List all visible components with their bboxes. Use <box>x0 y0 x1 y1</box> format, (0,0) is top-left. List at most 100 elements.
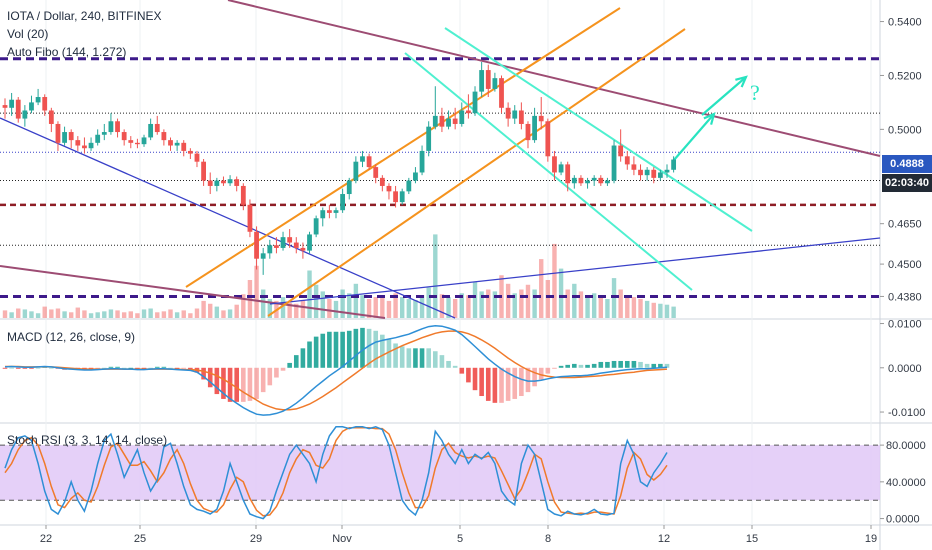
macd-pane <box>2 325 670 416</box>
macd-histogram-bar <box>651 363 657 368</box>
candle-body <box>366 156 372 168</box>
volume-bar <box>267 299 272 318</box>
volume-bar <box>380 298 385 318</box>
macd-histogram-bar <box>174 367 180 369</box>
macd-histogram-bar <box>525 367 531 393</box>
candle-body <box>598 177 604 184</box>
candle-body <box>638 169 643 176</box>
price-badge: 0.4888 <box>882 155 932 173</box>
macd-histogram-bar <box>260 367 266 393</box>
candle-body <box>333 210 339 213</box>
candle-body <box>538 115 544 122</box>
volume-bar <box>121 312 127 318</box>
macd-histogram-bar <box>591 363 597 368</box>
macd-histogram-bar <box>29 367 34 369</box>
volume-bar <box>347 293 352 318</box>
macd-histogram-bar <box>247 367 253 401</box>
macd-histogram-bar <box>585 364 590 368</box>
volume-bar <box>452 299 458 318</box>
candle-body <box>15 99 21 119</box>
volume-bar <box>439 294 445 318</box>
macd-histogram-bar <box>459 367 465 374</box>
volume-bar <box>300 299 306 318</box>
macd-histogram-bar <box>293 355 299 368</box>
forecast-question-mark: ? <box>750 80 760 105</box>
macd-histogram-bar <box>578 364 584 368</box>
macd-histogram-bar <box>300 348 306 368</box>
macd-histogram-bar <box>274 367 279 378</box>
volume-bar <box>625 295 630 318</box>
candle-body <box>42 97 48 111</box>
candle-body <box>108 121 114 133</box>
volume-bar <box>260 289 266 318</box>
candle-body <box>399 191 405 203</box>
macd-tick-label: 0.0000 <box>888 363 922 375</box>
candle-body <box>35 97 41 103</box>
volume-bar <box>413 299 418 318</box>
rsi-tick-label: 40.0000 <box>886 477 926 489</box>
volume-bar <box>605 299 610 318</box>
candlesticks[interactable] <box>2 61 677 275</box>
time-tick-label: 22 <box>40 533 52 545</box>
stoch-rsi-pane <box>4 426 668 520</box>
channel-cyan-lower <box>404 52 693 291</box>
macd-histogram-bar <box>605 361 610 368</box>
volume-bar <box>472 281 478 318</box>
time-tick-label: 12 <box>658 533 670 545</box>
candle-body <box>624 156 630 165</box>
price-tick-label: 0.4500 <box>888 259 922 271</box>
candle-body <box>82 145 87 149</box>
volume-bar <box>631 297 637 318</box>
candle-body <box>505 107 511 119</box>
volume-bar <box>373 297 378 318</box>
volume-bar <box>552 243 557 318</box>
volume-bars <box>2 234 676 318</box>
candle-body <box>499 78 504 108</box>
time-tick-label: 19 <box>865 533 877 545</box>
volume-bar <box>585 295 590 318</box>
candle-body <box>664 169 670 173</box>
trendline-resistance <box>227 0 881 157</box>
time-tick-label: 25 <box>134 533 146 545</box>
macd-histogram-bar <box>446 360 451 368</box>
candle-body <box>426 126 432 151</box>
macd-histogram-bar <box>320 333 326 368</box>
volume-bar <box>433 234 438 318</box>
candle-body <box>558 164 564 173</box>
candle-body <box>631 164 637 170</box>
volume-bar <box>466 295 471 318</box>
macd-histogram-bar <box>221 367 226 399</box>
macd-histogram-bar <box>188 367 193 370</box>
macd-histogram-bar <box>485 367 491 401</box>
candle-body <box>95 134 101 143</box>
volume-bar <box>241 294 246 318</box>
candle-body <box>9 99 15 108</box>
macd-histogram-bar <box>565 364 570 368</box>
trendline-lower <box>0 265 386 319</box>
volume-bar <box>340 289 345 318</box>
candle-body <box>571 177 577 184</box>
candle-body <box>671 159 677 170</box>
volume-bar <box>313 284 319 318</box>
volume-bar <box>148 308 153 318</box>
volume-bar <box>155 312 160 318</box>
rsi-tick-label: 80.0000 <box>886 440 926 452</box>
macd-histogram-bar <box>611 360 617 368</box>
volume-bar <box>115 310 120 318</box>
volume-bar <box>459 293 464 318</box>
volume-bar <box>565 289 570 318</box>
time-tick-label: Nov <box>332 533 352 545</box>
macd-tick-label: -0.0100 <box>888 407 925 419</box>
volume-bar <box>353 283 359 318</box>
macd-histogram-bar <box>280 367 286 371</box>
volume-bar <box>572 283 577 318</box>
candle-body <box>293 242 299 248</box>
volume-bar <box>307 270 312 318</box>
volume-bar <box>214 306 220 318</box>
volume-bar <box>35 313 41 318</box>
macd-histogram-bar <box>598 361 604 368</box>
candle-body <box>326 210 332 213</box>
candle-body <box>313 218 319 235</box>
macd-histogram-bar <box>2 367 8 369</box>
